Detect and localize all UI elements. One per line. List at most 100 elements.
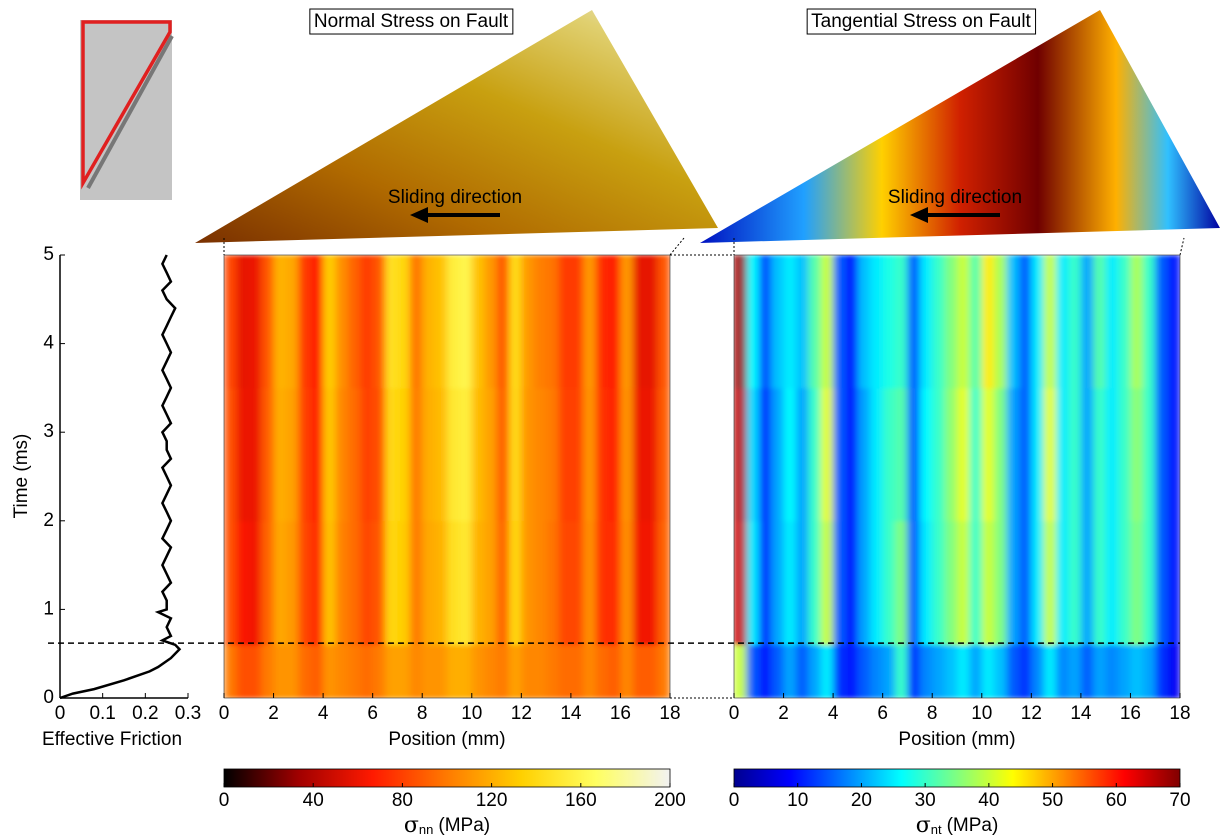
colorbar-tick-label: 200 xyxy=(654,790,686,811)
title-box xyxy=(806,8,1037,35)
heatmap-cell xyxy=(285,520,299,646)
heatmap-cell xyxy=(1167,644,1180,698)
heatmap-cell xyxy=(1068,520,1082,646)
normal-stress-field xyxy=(195,10,718,243)
heatmap-cell xyxy=(969,255,983,389)
heatmap-cell xyxy=(546,520,559,646)
heatmap-cell xyxy=(521,387,535,522)
heatmap-cell xyxy=(895,520,908,646)
heatmap-cell xyxy=(434,520,448,646)
heatmap-cell xyxy=(1031,387,1045,522)
x-tick-label: 0 xyxy=(729,703,740,724)
heatmap-cell xyxy=(261,644,275,698)
heatmap-cell xyxy=(508,520,522,646)
heatmap-cell xyxy=(484,255,498,389)
heatmap-cell xyxy=(808,255,822,389)
heatmap-cell xyxy=(969,520,983,646)
x-tick-label: 12 xyxy=(1021,703,1042,724)
heatmap-cells xyxy=(734,255,1180,698)
heatmap-cell xyxy=(870,255,884,389)
heatmap-cell xyxy=(471,644,485,698)
heatmap-cell xyxy=(1093,387,1107,522)
heatmap-cell xyxy=(870,387,884,522)
heatmap-cell xyxy=(1031,255,1045,389)
heatmap-cell xyxy=(1080,387,1094,522)
heatmap-cell xyxy=(857,255,871,389)
x-tick-label: 2 xyxy=(268,703,279,724)
x-tick-label: 18 xyxy=(659,703,680,724)
heatmap-cell xyxy=(434,644,448,698)
heatmap-cell xyxy=(323,520,336,646)
heatmap-cell xyxy=(1130,520,1144,646)
heatmap-cell xyxy=(323,644,336,698)
heatmap-cells xyxy=(224,255,670,698)
heatmap-cell xyxy=(1068,255,1082,389)
heatmap-cell xyxy=(771,520,785,646)
colorbar-tick-label: 10 xyxy=(787,790,808,811)
heatmap-cell xyxy=(422,520,436,646)
heatmap-cell xyxy=(273,387,287,522)
heatmap-cell xyxy=(870,520,884,646)
heatmap-cell xyxy=(508,255,522,389)
heatmap-cell xyxy=(1056,520,1069,646)
label-symbol: σ xyxy=(916,813,931,838)
heatmap-cell xyxy=(657,255,670,389)
heatmap-cell xyxy=(944,387,958,522)
heatmap-cell xyxy=(981,520,995,646)
heatmap-cell xyxy=(1118,255,1131,389)
label-symbol: σ xyxy=(404,813,419,838)
heatmap-cell xyxy=(1043,644,1057,698)
heatmap-cell xyxy=(1130,387,1144,522)
heatmap-cell xyxy=(1142,644,1156,698)
heatmap-cell xyxy=(845,520,859,646)
heatmap-cell xyxy=(895,644,908,698)
heatmap-cell xyxy=(546,255,559,389)
x-tick-label: 0.1 xyxy=(89,703,115,724)
heatmap-cell xyxy=(632,520,646,646)
heatmap-cell xyxy=(1118,520,1131,646)
heatmap-cell xyxy=(335,520,349,646)
heatmap-cell xyxy=(1130,255,1144,389)
heatmap-cell xyxy=(734,387,747,522)
chart-title: Normal Stress on Fault xyxy=(314,11,509,32)
heatmap-cell xyxy=(1167,520,1180,646)
x-tick-label: 6 xyxy=(877,703,888,724)
heatmap-cell xyxy=(583,644,597,698)
heatmap-cell xyxy=(372,644,386,698)
heatmap-cell xyxy=(372,255,386,389)
tangential-stress-field xyxy=(700,10,1220,243)
heatmap-cell xyxy=(397,644,411,698)
title-box xyxy=(309,8,514,35)
heatmap-cell xyxy=(224,387,237,522)
heatmap-cell xyxy=(372,387,386,522)
heatmap-cell xyxy=(335,387,349,522)
x-tick-label: 0.2 xyxy=(132,703,158,724)
heatmap-cell xyxy=(994,520,1008,646)
colorbar xyxy=(733,768,1181,788)
x-tick-label: 16 xyxy=(1120,703,1141,724)
heatmap-cell xyxy=(1093,255,1107,389)
heatmap-cell xyxy=(323,255,336,389)
heatmap-cell xyxy=(397,520,411,646)
heatmap-cell xyxy=(273,520,287,646)
heatmap-cell xyxy=(273,644,287,698)
heatmap-cell xyxy=(1056,255,1069,389)
heatmap-cell xyxy=(360,520,374,646)
heatmap-cell xyxy=(833,644,846,698)
heatmap-cell xyxy=(882,387,896,522)
heatmap-cell xyxy=(310,387,324,522)
heatmap-cell xyxy=(957,255,970,389)
heatmap-cell xyxy=(820,387,834,522)
annotation: Sliding direction xyxy=(888,187,1022,208)
heatmap-cell xyxy=(746,255,760,389)
heatmap-cell xyxy=(310,520,324,646)
annotation: Sliding direction xyxy=(388,187,522,208)
heatmap-cell xyxy=(360,255,374,389)
heatmap-cell xyxy=(632,644,646,698)
heatmap-cell xyxy=(285,387,299,522)
heatmap-cell xyxy=(981,255,995,389)
heatmap-cell xyxy=(833,255,846,389)
heatmap-cell xyxy=(994,644,1008,698)
heatmap-cell xyxy=(533,387,547,522)
heatmap-cell xyxy=(907,644,921,698)
